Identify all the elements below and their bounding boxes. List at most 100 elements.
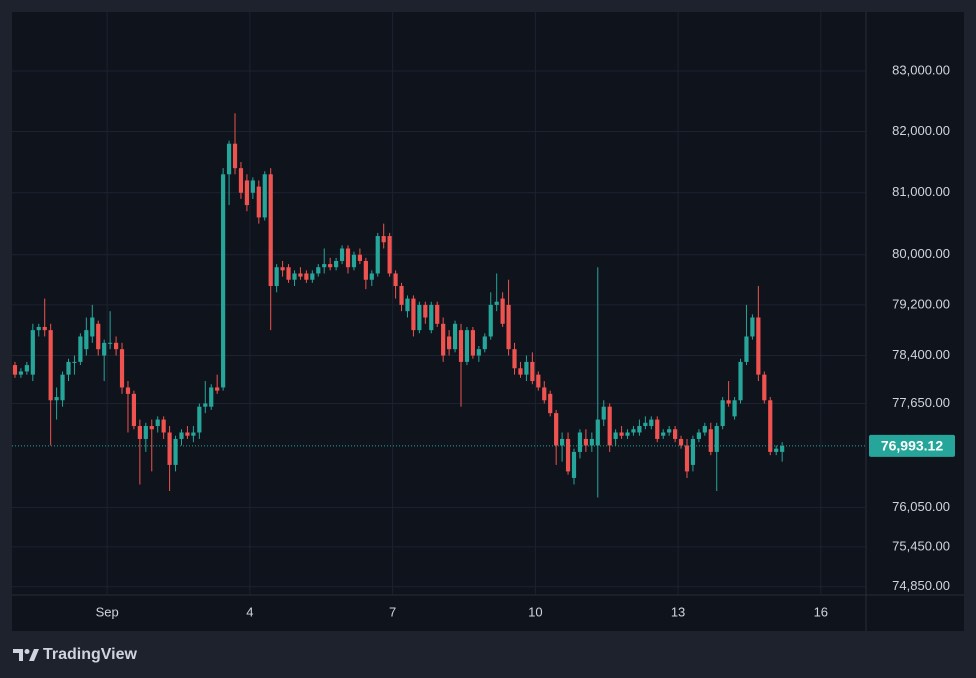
candle-body [512,349,517,369]
candle-body [268,174,273,287]
candle-body [774,448,779,452]
candle-body [720,400,725,427]
candle-body [613,432,618,439]
candle-body [542,387,547,401]
candle-body [762,374,767,401]
y-tick-label: 80,000.00 [892,246,950,261]
candle-body [607,406,612,446]
x-tick-label: Sep [96,604,119,619]
candle-body [637,426,642,433]
candle-body [221,174,226,388]
candles [12,113,866,498]
candle-body [768,400,773,452]
last-price-tag [869,434,955,457]
candle-body [256,186,261,218]
candle-body [304,273,309,280]
candle-body [435,304,440,324]
candle-body [619,432,624,436]
candle-body [696,432,701,439]
x-tick-label: 13 [671,604,685,619]
candle-body [690,438,696,465]
candle-body [780,445,785,452]
candle-body [119,349,125,388]
candle-body [328,264,333,268]
candle-body [399,286,404,305]
candle-body [42,326,47,331]
price-axis [866,12,964,595]
candle-body [24,365,29,372]
candle-body [429,304,434,331]
candle-body [447,336,452,350]
candle-body [714,426,719,452]
grid [12,12,866,595]
candle-body [702,426,707,433]
candle-body [298,273,303,277]
candle-body [672,429,678,439]
y-tick-label: 77,650.00 [892,395,950,410]
candle-body [684,445,690,472]
plot-area [12,12,866,595]
candle-body [334,260,339,268]
candle-body [197,406,202,433]
candle-body [137,426,142,439]
x-tick-label: 16 [814,604,828,619]
candle-body [12,365,18,375]
candle-body [357,254,363,261]
candle-body [500,298,505,324]
y-tick-label: 82,000.00 [892,123,950,138]
candle-body [316,267,321,274]
candle-body [232,143,238,169]
candle-body [215,387,220,391]
candle-body [179,432,184,439]
candle-body [48,330,53,401]
candle-body [185,432,190,436]
candle-body [708,429,713,452]
candle-body [738,361,743,401]
candle-body [125,387,131,394]
candle-body [78,336,83,362]
candle-body [631,429,636,433]
logo-mark [29,649,39,661]
candle-body [577,432,583,452]
candle-body [351,254,357,268]
logo-mark [13,649,23,661]
logo-mark [24,649,30,654]
y-tick-label: 76,050.00 [892,499,950,514]
candle-body [678,438,684,446]
candle-body [458,330,464,362]
candle-body [583,438,588,446]
candle-body [131,393,137,427]
x-tick-label: 4 [246,604,253,619]
candle-body [732,400,737,417]
candle-body [655,419,660,439]
candle-body [108,342,113,344]
candle-body [345,248,351,268]
candle-body [667,429,672,433]
candle-body [36,326,41,331]
candle-body [161,419,166,433]
candle-body [363,260,368,280]
y-tick-label: 78,400.00 [892,347,950,362]
candle-body [310,273,315,280]
candle-body [506,304,511,350]
candle-body [548,393,553,414]
candle-body [381,236,386,243]
candle-body [280,267,285,271]
candle-body [292,273,297,280]
candle-body [18,371,24,375]
candle-body [560,438,565,446]
candle-body [744,336,749,362]
candle-body [102,342,107,356]
candle-body [244,180,250,206]
candle-body [375,236,380,274]
candle-body [601,406,606,420]
candle-body [518,368,523,375]
candle-body [476,349,481,356]
y-tick-label: 74,850.00 [892,578,950,593]
candle-body [167,432,172,465]
candle-body [441,323,446,356]
candle-body [423,304,428,318]
candle-body [750,317,755,337]
candle-body [595,419,600,446]
x-tick-label: 10 [528,604,542,619]
